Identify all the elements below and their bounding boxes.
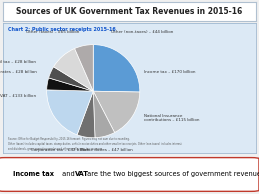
Text: Income tax – £170 billion: Income tax – £170 billion — [143, 70, 195, 74]
Text: VAT – £133 billion: VAT – £133 billion — [0, 94, 37, 98]
Wedge shape — [77, 91, 95, 138]
Wedge shape — [47, 90, 93, 135]
Text: are the two biggest sources of government revenues: are the two biggest sources of governmen… — [85, 171, 259, 177]
Text: Chart 2: Public sector receipts 2015-16: Chart 2: Public sector receipts 2015-16 — [8, 27, 116, 32]
Text: Other (non-taxes) – £44 billion: Other (non-taxes) – £44 billion — [111, 30, 173, 34]
Wedge shape — [93, 91, 115, 138]
FancyBboxPatch shape — [0, 158, 259, 191]
Wedge shape — [93, 91, 140, 133]
Text: Other (taxes) – £65 billion: Other (taxes) – £65 billion — [26, 30, 79, 34]
Wedge shape — [49, 67, 93, 91]
Text: National Insurance
contributions – £115 billion: National Insurance contributions – £115 … — [143, 114, 199, 122]
Text: Source: Office for Budget Responsibility, 2015-16 forecast. Figures may not sum : Source: Office for Budget Responsibility… — [8, 138, 181, 151]
Text: VAT: VAT — [75, 171, 89, 177]
Wedge shape — [75, 45, 93, 91]
Wedge shape — [47, 78, 93, 91]
Text: Corporation tax – £42 billion: Corporation tax – £42 billion — [31, 148, 89, 152]
Text: Income tax: Income tax — [13, 171, 54, 177]
Text: Business rates – £28 billion: Business rates – £28 billion — [0, 70, 37, 74]
Text: Sources of UK Government Tax Revenues in 2015-16: Sources of UK Government Tax Revenues in… — [16, 7, 243, 16]
Text: Council tax – £28 billion: Council tax – £28 billion — [0, 60, 37, 64]
Wedge shape — [93, 45, 140, 92]
Text: Excise duties – £47 billion: Excise duties – £47 billion — [80, 148, 133, 152]
Text: and: and — [60, 171, 77, 177]
Wedge shape — [54, 48, 93, 91]
